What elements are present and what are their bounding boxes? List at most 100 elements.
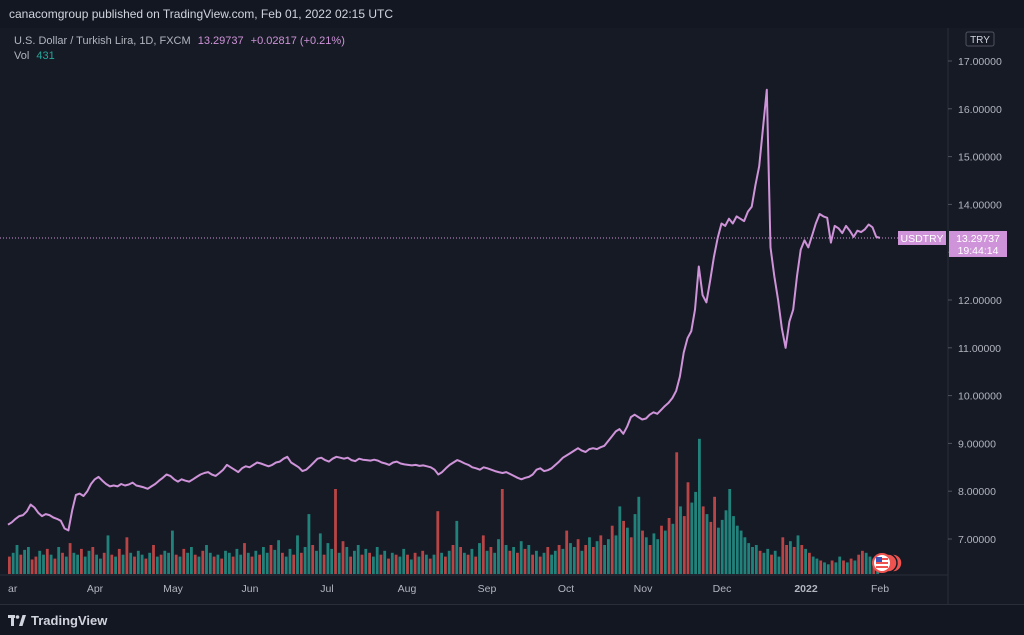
volume-bar [633,514,637,574]
volume-bar [190,547,193,574]
volume-bar [690,502,694,574]
volume-bar [614,535,618,574]
volume-bar [144,558,148,574]
volume-bar [110,554,114,574]
volume-bar [504,545,508,574]
volume-bar [735,525,739,574]
economic-events-flag-icon[interactable] [872,553,903,573]
volume-bar [826,564,830,574]
volume-bar [303,547,307,574]
volume-bar [174,554,178,574]
volume-bar [11,552,15,574]
price-axis: 17.0000016.0000015.0000014.0000013.00000… [948,56,1002,546]
volume-bar [656,539,660,574]
x-tick-label: Dec [713,583,732,595]
volume-bar [679,506,682,574]
volume-bar [201,550,205,574]
volume-bar [121,554,125,574]
currency-label-box[interactable]: TRY [965,31,995,47]
volume-bar [402,548,406,574]
y-tick-label: 10.00000 [958,391,1002,403]
chart-area[interactable]: 17.0000016.0000015.0000014.0000013.00000… [0,28,1024,604]
x-tick-label: May [163,583,184,595]
volume-bar [868,556,872,574]
volume-bar [861,550,864,574]
x-tick-label: Nov [634,583,653,595]
volume-bar [652,533,656,574]
volume-bar [95,554,98,574]
symbol-price-tag: USDTRY 13.29737 19:44:14 [898,230,1007,257]
legend-volume-row: Vol 431 [14,49,345,64]
volume-bar [732,516,735,574]
volume-bar [626,527,629,574]
volume-bar [269,545,273,574]
volume-bar [682,516,686,574]
volume-bar [425,554,428,574]
volume-bar [709,521,713,574]
volume-bar [538,556,542,574]
volume-bar [125,537,129,574]
volume-bar [235,548,239,574]
volume-bar [296,535,299,574]
volume-bar [591,547,595,574]
volume-bar [781,537,785,574]
tradingview-brand-text: TradingView [31,613,108,628]
volume-bar [375,547,379,574]
volume-bar [584,545,588,574]
volume-bar [102,552,106,574]
volume-bar [413,552,417,574]
published-by-text: canacomgroup published on TradingView.co… [9,7,394,21]
volume-bar [258,554,261,574]
volume-bar [569,543,572,574]
volume-bar [770,554,773,574]
x-tick-label: Jun [242,583,259,595]
volume-bar [478,543,481,574]
volume-bar [546,547,550,574]
volume-bar [576,539,580,574]
bottom-bar: TradingView [0,604,1024,635]
volume-bar [766,548,770,574]
volume-bar [811,556,815,574]
volume-bar [705,514,709,574]
volume-bar [337,552,341,574]
volume-bar [364,548,368,574]
volume-bar [762,552,766,574]
legend-volume-value: 431 [36,50,55,62]
legend-symbol[interactable]: U.S. Dollar / Turkish Lira, 1D, FXCM [14,35,191,47]
volume-bar [485,550,489,574]
y-tick-label: 14.00000 [958,199,1002,211]
volume-bar [701,506,705,574]
volume-bar [383,550,387,574]
volume-bar [34,556,38,574]
legend-price: 13.29737 [197,35,244,47]
x-tick-label: Feb [871,583,889,595]
volume-bar [152,545,155,574]
volume-bar [273,549,277,574]
volume-bar [720,519,724,574]
tradingview-logo[interactable]: TradingView [8,613,107,628]
volume-bar [747,543,751,574]
volume-bar [493,552,497,574]
volume-bar [838,556,842,574]
volume-bar [523,548,527,574]
volume-bar [804,548,807,574]
volume-bar [808,552,811,574]
volume-bar [629,537,633,574]
volume-bar [356,545,360,574]
volume-bar [239,554,243,574]
volume-bar [819,560,823,574]
volume-bar [553,550,557,574]
volume-bar [53,558,57,574]
legend: U.S. Dollar / Turkish Lira, 1D, FXCM 13.… [14,34,345,64]
volume-bar [197,556,201,574]
legend-volume-label[interactable]: Vol [14,50,30,62]
chart-svg[interactable]: 17.0000016.0000015.0000014.0000013.00000… [0,28,1024,604]
volume-bar [292,554,296,574]
volume-bar [254,550,258,574]
tradingview-logo-icon [8,615,26,626]
volume-bar [193,554,197,574]
volume-bar [38,550,42,574]
volume-bar [318,533,322,574]
y-tick-label: 7.00000 [958,534,996,546]
volume-bar [27,547,30,574]
